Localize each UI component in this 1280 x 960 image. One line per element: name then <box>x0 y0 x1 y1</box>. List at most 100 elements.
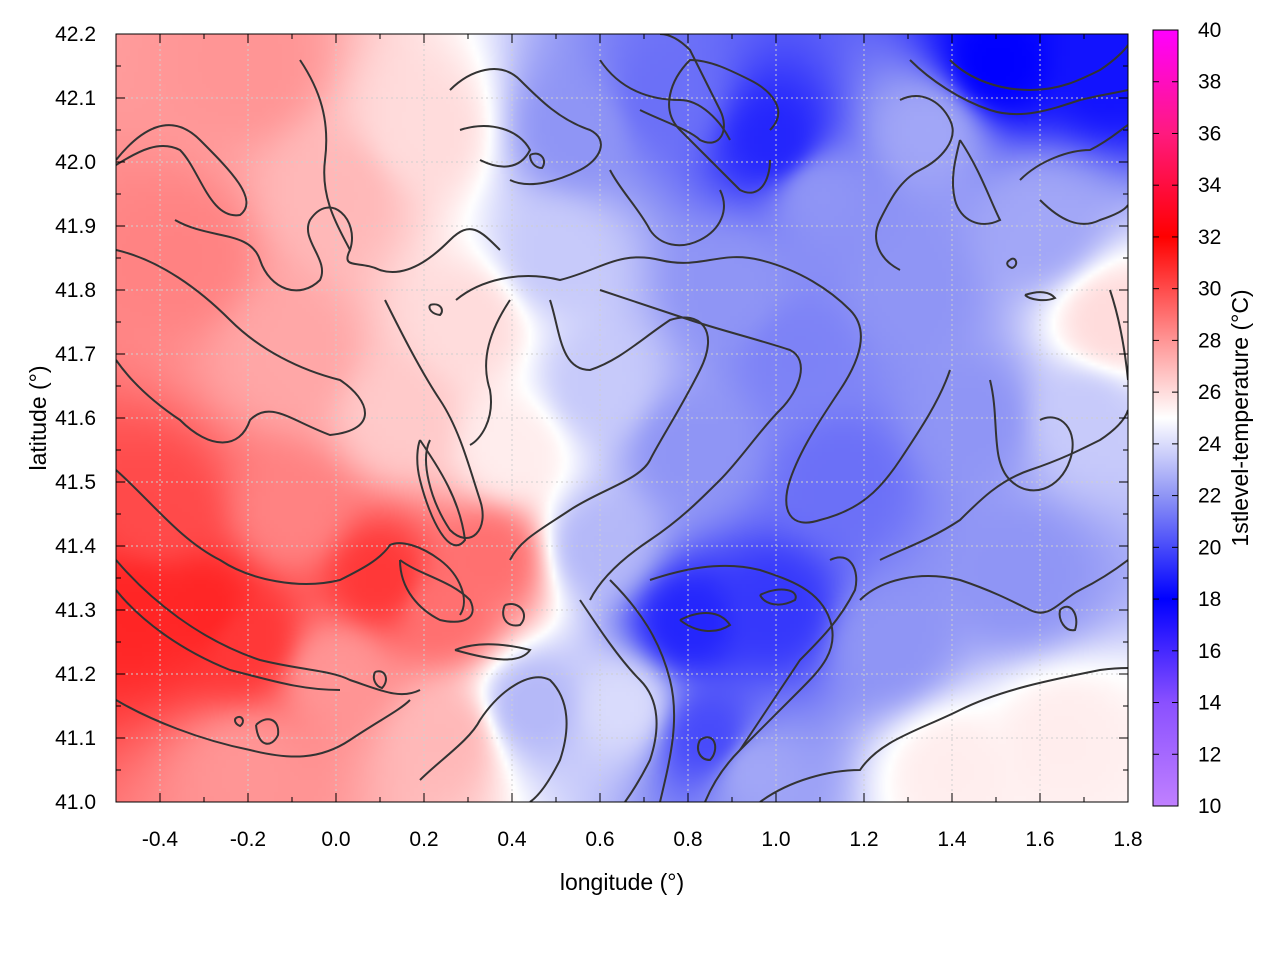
y-tick-label: 41.3 <box>55 599 96 622</box>
contour-line <box>1039 199 1128 225</box>
contour-line <box>649 564 834 802</box>
contour-line <box>589 289 802 601</box>
contour-line <box>116 469 465 616</box>
contour-line <box>116 699 411 758</box>
contour-line <box>1058 605 1078 632</box>
contour-line <box>469 299 511 446</box>
x-axis-ticks <box>115 34 1129 802</box>
y-tick-label: 41.0 <box>55 791 96 814</box>
contour-line <box>739 556 858 751</box>
contour-line <box>949 44 1128 92</box>
contour-line <box>1024 291 1057 302</box>
plot-area <box>115 33 1129 803</box>
contour-line <box>174 206 501 292</box>
colorbar-tick-label: 36 <box>1198 122 1221 145</box>
x-axis-tick-labels: -0.4 -0.2 0.0 0.2 0.4 0.6 0.8 1.0 1.2 1.4 1.6 1.8 <box>142 828 1143 851</box>
contour-line <box>255 718 280 745</box>
contour-line <box>372 670 387 690</box>
contour-line <box>989 379 1074 492</box>
x-tick-label: 0.0 <box>321 828 350 851</box>
colorbar-tick-labels: 10 12 14 16 18 20 22 24 26 28 30 32 34 36 38 40 <box>1198 19 1222 818</box>
contour-line <box>759 588 797 606</box>
contour-line <box>502 603 525 627</box>
contour-line <box>579 599 658 802</box>
contour-line <box>679 612 732 632</box>
contour-line <box>875 95 954 271</box>
colorbar-tick-label: 32 <box>1198 226 1221 249</box>
colorbar-tick-label: 18 <box>1198 588 1221 611</box>
x-tick-label: 1.2 <box>849 828 878 851</box>
x-tick-label: 1.4 <box>937 828 967 851</box>
contour-line <box>399 559 474 623</box>
colorbar-tick-label: 12 <box>1198 743 1221 766</box>
contour-line <box>116 589 341 691</box>
y-tick-label: 41.7 <box>55 343 96 366</box>
y-axis-tick-labels: 41.0 41.1 41.2 41.3 41.4 41.5 41.6 41.7 41.8 41.9… <box>55 23 96 814</box>
colorbar-tick-label: 24 <box>1198 433 1222 456</box>
contour-line <box>879 409 1128 561</box>
contour-line <box>116 249 366 444</box>
contour-line <box>384 299 484 540</box>
contour-lines <box>116 34 1128 802</box>
y-tick-label: 42.0 <box>55 151 96 174</box>
contour-line <box>697 736 717 762</box>
colorbar-ticks <box>1153 29 1178 807</box>
contour-line <box>234 716 244 728</box>
x-tick-label: 0.2 <box>409 828 438 851</box>
y-tick-label: 41.2 <box>55 663 96 686</box>
colorbar-tick-label: 20 <box>1198 536 1221 559</box>
y-tick-label: 41.9 <box>55 215 96 238</box>
contour-line <box>509 299 710 561</box>
contour-line <box>1019 124 1128 181</box>
contour-line <box>1006 257 1018 270</box>
contour-line <box>116 559 421 696</box>
y-tick-label: 42.1 <box>55 87 96 110</box>
y-tick-label: 41.6 <box>55 407 96 430</box>
y-tick-label: 41.8 <box>55 279 96 302</box>
y-tick-label: 41.4 <box>55 535 96 558</box>
contour-line <box>759 667 1128 802</box>
contour-line <box>459 125 532 168</box>
contour-line <box>299 59 351 251</box>
contour-line <box>449 68 602 186</box>
x-tick-label: -0.4 <box>142 828 179 851</box>
colorbar-tick-label: 30 <box>1198 278 1221 301</box>
contour-line <box>639 34 725 144</box>
colorbar-tick-label: 38 <box>1198 71 1221 94</box>
contour-line <box>599 59 731 141</box>
colorbar-tick-label: 14 <box>1198 692 1222 715</box>
colorbar-title: 1stlevel-temperature (°C) <box>1227 289 1253 546</box>
contour-line <box>419 676 568 802</box>
contour-line <box>1109 289 1128 381</box>
contour-line <box>609 579 676 802</box>
colorbar-gradient <box>1152 29 1179 807</box>
contour-line <box>529 152 546 170</box>
colorbar-tick-label: 10 <box>1198 795 1221 818</box>
x-tick-label: 0.6 <box>585 828 614 851</box>
contour-line <box>428 303 443 317</box>
x-tick-label: 0.4 <box>497 828 527 851</box>
contour-line <box>909 59 1128 116</box>
y-axis-title: latitude (°) <box>25 365 51 470</box>
colorbar-tick-label: 26 <box>1198 381 1221 404</box>
colorbar-tick-label: 16 <box>1198 640 1221 663</box>
colorbar-tick-label: 28 <box>1198 329 1221 352</box>
colorbar: 10 12 14 16 18 20 22 24 26 28 30 32 34 36 38 40 <box>1152 19 1222 818</box>
x-axis-title: longitude (°) <box>560 869 684 895</box>
y-tick-label: 42.2 <box>55 23 96 46</box>
x-tick-label: 1.8 <box>1113 828 1142 851</box>
contour-line <box>416 439 467 547</box>
x-tick-label: 1.6 <box>1025 828 1054 851</box>
x-tick-label: 1.0 <box>761 828 790 851</box>
colorbar-tick-label: 22 <box>1198 485 1221 508</box>
y-axis-ticks <box>116 33 1128 803</box>
contour-line <box>455 256 951 524</box>
x-tick-label: -0.2 <box>230 828 266 851</box>
x-tick-label: 0.8 <box>673 828 702 851</box>
contour-line <box>116 124 248 217</box>
contour-line <box>951 139 1002 225</box>
contour-line <box>609 169 725 247</box>
colorbar-tick-label: 40 <box>1198 19 1221 42</box>
colorbar-tick-label: 34 <box>1198 174 1222 197</box>
